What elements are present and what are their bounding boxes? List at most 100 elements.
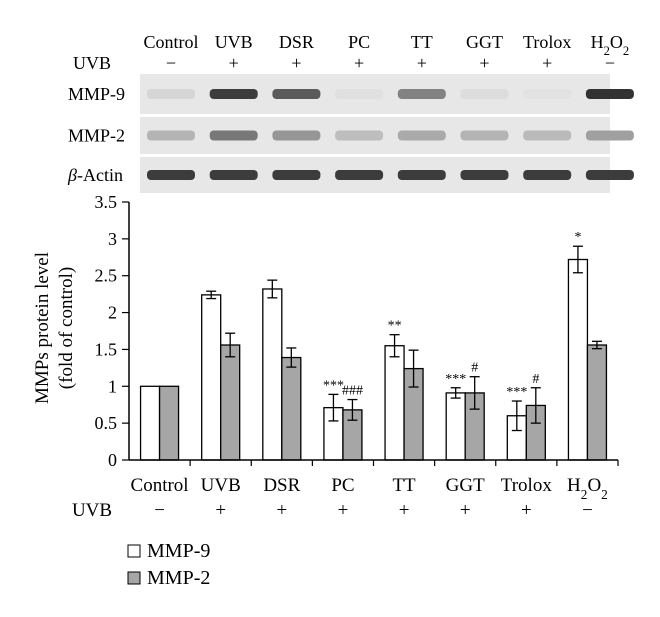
bar-mmp-9-dsr	[262, 279, 283, 461]
x-tick-label-tt: TT	[392, 475, 416, 496]
x-uvb-mark-uvb: +	[215, 500, 226, 521]
blot-lane-label-control: Control	[143, 32, 198, 52]
blot-uvb-label: UVB	[73, 53, 111, 73]
bar-rect	[567, 258, 589, 461]
blot-band	[460, 89, 509, 99]
blot-band	[523, 170, 572, 180]
blot-band	[397, 130, 446, 141]
blot-band	[397, 89, 446, 99]
blot-uvb-mark-dsr: +	[291, 53, 301, 73]
legend-swatch-mmp9	[127, 544, 141, 558]
bar-rect	[384, 345, 405, 461]
blot-rows: MMP-9 MMP-2 β-Actin	[67, 74, 634, 193]
blot-band	[209, 130, 258, 141]
x-tick-label-dsr: DSR	[263, 475, 300, 496]
x-uvb-mark-dsr: +	[276, 500, 287, 521]
blot-lane-label-uvb: UVB	[215, 32, 253, 52]
blot-lane-labels: Control UVB DSR PC TT GGT Trolox H2​O2​	[143, 32, 629, 58]
bar-rect	[201, 294, 222, 461]
bar-rect	[586, 344, 608, 461]
bar-rect	[445, 392, 466, 461]
legend: MMP-9 MMP-2	[127, 540, 210, 589]
blot-lane-label-tt: TT	[411, 32, 433, 52]
x-uvb-mark-control: −	[154, 500, 165, 521]
blot-row-beta-actin: β-Actin	[67, 157, 634, 193]
x-tick-label-uvb: UVB	[201, 475, 241, 496]
blot-band	[272, 130, 321, 141]
y-tick-label: 1	[108, 376, 117, 396]
significance-mark: #	[471, 361, 478, 376]
x-tick-label-trolox: Trolox	[501, 475, 553, 496]
bar-rect	[158, 385, 180, 461]
x-uvb-label: UVB	[72, 500, 112, 521]
blot-band	[335, 130, 384, 141]
bar-mmp-2-control	[158, 385, 180, 461]
blot-band	[335, 170, 384, 180]
bar-rect	[281, 356, 302, 461]
bar-mmp-2-ggt: #	[464, 361, 485, 461]
blot-band	[397, 170, 446, 180]
significance-mark: ***	[445, 372, 466, 387]
blot-band	[272, 170, 321, 180]
bar-mmp-2-tt	[403, 349, 424, 461]
blot-lane-label-pc: PC	[348, 32, 370, 52]
blot-uvb-mark-pc: +	[354, 53, 364, 73]
blot-lane-label-h2o2: H2​O2​	[591, 32, 630, 58]
x-uvb-mark-trolox: +	[521, 500, 532, 521]
blot-row-label: MMP-9	[68, 84, 125, 104]
bar-mmp-2-uvb	[220, 332, 241, 461]
blot-band	[523, 89, 572, 99]
x-tick-label-control: Control	[131, 475, 189, 496]
blot-row-label: MMP-2	[68, 126, 125, 146]
blot-band	[272, 89, 321, 99]
bar-mmp-2-pc: ###	[342, 384, 363, 461]
blot-band	[523, 130, 572, 141]
blot-row-label: β-Actin	[67, 165, 123, 185]
blot-band	[460, 170, 509, 180]
blot-band	[147, 170, 195, 180]
blot-lane-label-dsr: DSR	[279, 32, 314, 52]
bar-mmp-9-ggt: ***	[445, 372, 466, 461]
bar-mmp-9-pc: ***	[323, 378, 344, 461]
bar-mmp-9-trolox: ***	[506, 385, 527, 461]
y-tick-label: 0	[108, 450, 117, 470]
legend-swatch-mmp2	[127, 571, 141, 585]
bar-rect	[262, 288, 283, 461]
blot-band	[209, 89, 258, 99]
x-tick-label-ggt: GGT	[446, 475, 485, 496]
bar-mmp-9-h2o2: *	[567, 230, 589, 461]
blot-band	[585, 130, 634, 141]
blot-lane-label-trolox: Trolox	[523, 32, 571, 52]
bar-mmp-9-control	[139, 385, 161, 461]
significance-mark: ***	[323, 378, 344, 393]
bar-rect	[220, 344, 241, 461]
bar-rect	[139, 385, 161, 461]
blot-lane-label-ggt: GGT	[466, 32, 503, 52]
x-uvb-mark-h2o2: −	[582, 500, 593, 521]
blot-row-mmp-2: MMP-2	[68, 117, 634, 154]
legend-label-mmp2: MMP-2	[147, 567, 210, 589]
blot-band	[585, 170, 634, 180]
significance-mark: **	[388, 319, 402, 334]
blot-uvb-mark-ggt: +	[479, 53, 489, 73]
y-axis: 0 0.5 1 1.5 2 2.5 3 3.5	[95, 192, 130, 470]
x-axis: Control−UVB+DSR+PC+TT+GGT+Trolox+H2​O2​−…	[72, 459, 619, 521]
blot-row-mmp-9: MMP-9	[68, 74, 634, 114]
blot-band	[335, 89, 384, 99]
y-tick-label: 2.5	[95, 266, 118, 286]
blot-band	[147, 130, 195, 141]
blot-uvb-mark-uvb: +	[229, 53, 239, 73]
blot-uvb-mark-control: −	[166, 53, 176, 73]
significance-mark: ###	[342, 384, 363, 399]
bar-chart: 00.511.522.533.5 ***###*****#***#* Contr…	[32, 192, 619, 521]
significance-mark: *	[574, 230, 581, 245]
blot-band	[585, 89, 634, 99]
blot-uvb-mark-tt: +	[417, 53, 427, 73]
x-tick-label-h2o2: H2​O2​	[567, 475, 608, 502]
bar-mmp-2-trolox: #	[525, 372, 546, 461]
y-tick-label: 0.5	[95, 413, 118, 433]
blot-uvb-row: − + + + + + + − UVB	[73, 53, 615, 73]
x-uvb-mark-pc: +	[338, 500, 349, 521]
x-uvb-mark-ggt: +	[460, 500, 471, 521]
